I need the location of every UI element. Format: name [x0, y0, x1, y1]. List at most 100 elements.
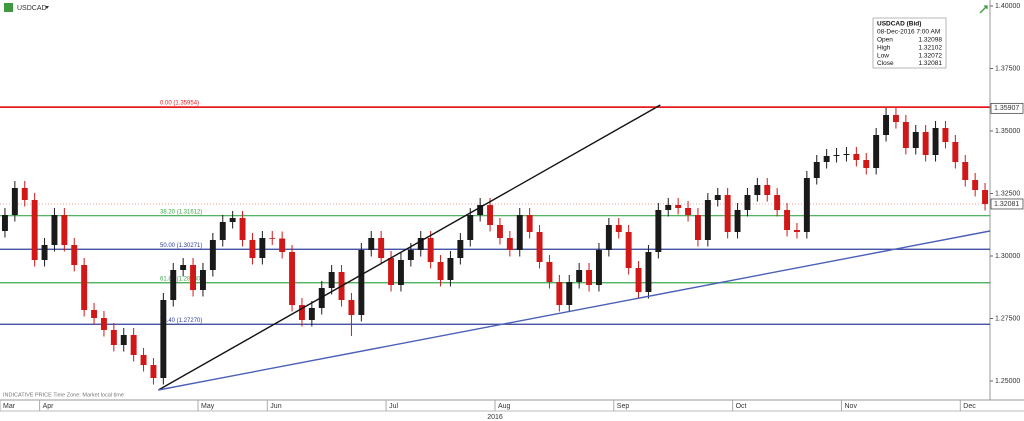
fib-label: 0.00 (1.35954) [160, 101, 199, 107]
candle-body [328, 272, 335, 288]
x-tick-label: Dec [963, 403, 976, 410]
y-tick-label: 1.40000 [995, 3, 1020, 10]
candle-body [982, 190, 989, 204]
candle-body [467, 215, 474, 240]
candle-body [625, 232, 632, 268]
candle-body [487, 205, 494, 225]
candle-body [803, 178, 810, 232]
candle-body [209, 240, 216, 270]
candle-body [229, 218, 236, 222]
candle-body [586, 270, 593, 285]
info-box-value: 1.32102 [919, 45, 943, 52]
candle-body [120, 335, 127, 345]
candle-body [645, 252, 652, 292]
symbol-icon [4, 3, 13, 12]
candle-body [348, 300, 355, 315]
candle-body [358, 250, 365, 315]
candle-body [427, 238, 434, 262]
candle-body [665, 205, 672, 210]
info-box-key: High [877, 45, 891, 52]
candle-body [655, 210, 662, 252]
candle-body [378, 238, 385, 258]
dropdown-arrow[interactable] [45, 6, 49, 9]
candle-body [219, 222, 226, 240]
candle-body [289, 252, 296, 305]
candle-body [180, 265, 187, 270]
info-box-value: 1.32098 [919, 37, 943, 44]
candle-body [734, 210, 741, 232]
candle-body [21, 188, 28, 200]
x-tick-label: Oct [736, 403, 747, 410]
x-tick-label: Jun [270, 403, 281, 410]
candle-body [932, 128, 939, 155]
chart-title[interactable]: USDCAD [17, 5, 47, 12]
candle-body [279, 238, 286, 252]
candle-body [298, 305, 305, 320]
candle-body [863, 160, 870, 168]
expand-icon[interactable] [979, 5, 988, 14]
candle-body [368, 238, 375, 250]
candle-body [130, 335, 137, 355]
candle-body [110, 330, 117, 345]
candle-body [437, 262, 444, 280]
candle-body [546, 262, 553, 282]
price-marker-box [990, 198, 1024, 210]
info-box-frame [872, 17, 947, 69]
candle-body [536, 232, 543, 262]
info-box-date: 08-Dec-2016 7:00 AM [877, 29, 940, 36]
fib-label: 50.00 (1.30271) [160, 243, 202, 249]
y-tick-label: 1.32500 [995, 190, 1020, 197]
candle-body [892, 115, 899, 122]
candle-body [259, 238, 266, 258]
info-box-title: USDCAD (Bid) [877, 21, 921, 28]
candle-body [556, 282, 563, 305]
candle-body [724, 195, 731, 232]
y-tick-label: 1.37500 [995, 65, 1020, 72]
price-marker-box [990, 102, 1024, 114]
price-marker-label: 1.35907 [994, 105, 1019, 112]
candle-body [417, 238, 424, 250]
x-tick-label: Sep [617, 403, 630, 410]
y-tick-label: 1.27500 [995, 315, 1020, 322]
candle-body [81, 265, 88, 310]
candle-body [694, 215, 701, 240]
candle-body [843, 154, 850, 155]
candle-body [754, 185, 761, 195]
candle-body [51, 215, 58, 245]
info-box-key: Open [877, 37, 893, 44]
candle-body [140, 355, 147, 365]
candle-body [269, 238, 276, 239]
candle-body [566, 282, 573, 305]
info-box-value: 1.32081 [919, 60, 943, 67]
candle-body [635, 268, 642, 292]
fib-label: 61.80 (1.28930) [160, 276, 202, 282]
candle-body [774, 195, 781, 210]
candle-body [457, 240, 464, 258]
candle-body [239, 218, 246, 240]
y-tick-label: 1.25000 [995, 378, 1020, 385]
candle-body [41, 245, 48, 260]
candle-body [883, 115, 890, 135]
candle-body [605, 225, 612, 250]
candle-body [31, 200, 38, 260]
candle-body [714, 195, 721, 200]
candle-body [249, 240, 256, 258]
candle-body [190, 265, 197, 290]
candle-body [972, 180, 979, 190]
candle-body [477, 205, 484, 215]
y-tick-label: 1.35000 [995, 128, 1020, 135]
candle-body [902, 122, 909, 148]
candle-body [100, 318, 107, 330]
candle-body [962, 162, 969, 180]
candle-body [685, 208, 692, 215]
y-tick-label: 1.30000 [995, 253, 1020, 260]
trendline [158, 230, 991, 391]
candle-body [61, 215, 68, 245]
candle-body [397, 260, 404, 285]
candle-body [922, 132, 929, 155]
x-tick-label: Nov [845, 403, 858, 410]
